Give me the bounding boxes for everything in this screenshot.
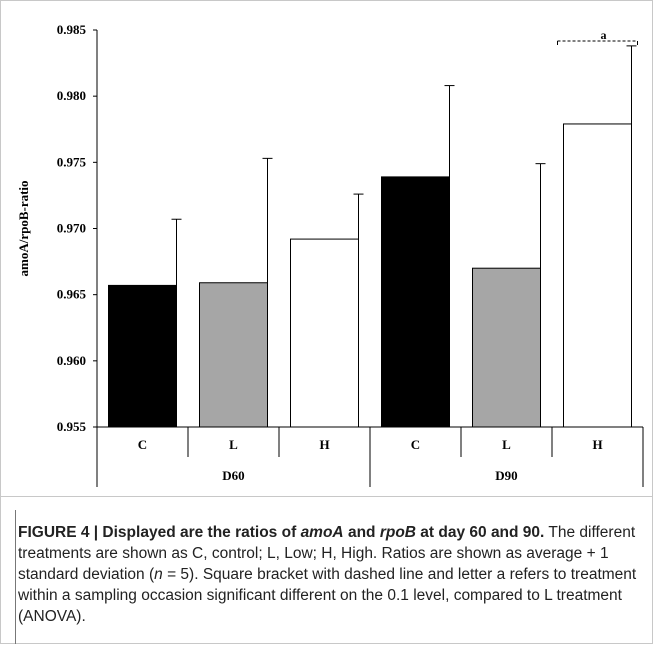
category-label: C	[138, 437, 147, 452]
bar	[290, 238, 359, 428]
category-label: H	[319, 437, 329, 452]
bar	[108, 284, 177, 428]
caption-body-1: The different treatments are shown as C,…	[18, 524, 636, 583]
y-tick-label: 0.955	[57, 419, 87, 434]
bar	[563, 123, 632, 428]
y-tick-label: 0.960	[57, 353, 86, 368]
caption-body-2: = 5). Square bracket with dashed line an…	[18, 566, 637, 625]
y-tick-label: 0.965	[57, 287, 87, 302]
y-tick-label: 0.975	[57, 154, 87, 169]
figure-caption: FIGURE 4 | Displayed are the ratios of a…	[18, 522, 638, 627]
bar-chart: 0.955 0.960 0.965 0.970 0.975 0.980 0.985 amoA/…	[16, 22, 644, 487]
category-label: C	[411, 437, 420, 452]
category-label: L	[229, 437, 238, 452]
caption-title: FIGURE 4 | Displayed are the ratios of a…	[18, 524, 545, 541]
y-tick-label: 0.970	[57, 221, 86, 236]
category-label: H	[592, 437, 602, 452]
category-label: L	[502, 437, 511, 452]
caption-n-variable: n	[154, 566, 163, 583]
bar	[199, 282, 268, 428]
y-axis-title: amoA/rpoB-ratio	[16, 180, 31, 276]
bar	[381, 176, 450, 428]
bar	[472, 267, 541, 428]
caption-gene-rpoB: rpoB	[379, 524, 416, 541]
y-tick-label: 0.985	[57, 22, 87, 37]
caption-left-rule	[15, 510, 16, 644]
y-tick-label: 0.980	[57, 88, 86, 103]
group-label: D90	[495, 468, 517, 483]
significance-letter: a	[601, 28, 607, 42]
group-label: D60	[222, 468, 244, 483]
caption-divider	[0, 496, 653, 497]
caption-gene-amoA: amoA	[300, 524, 344, 541]
